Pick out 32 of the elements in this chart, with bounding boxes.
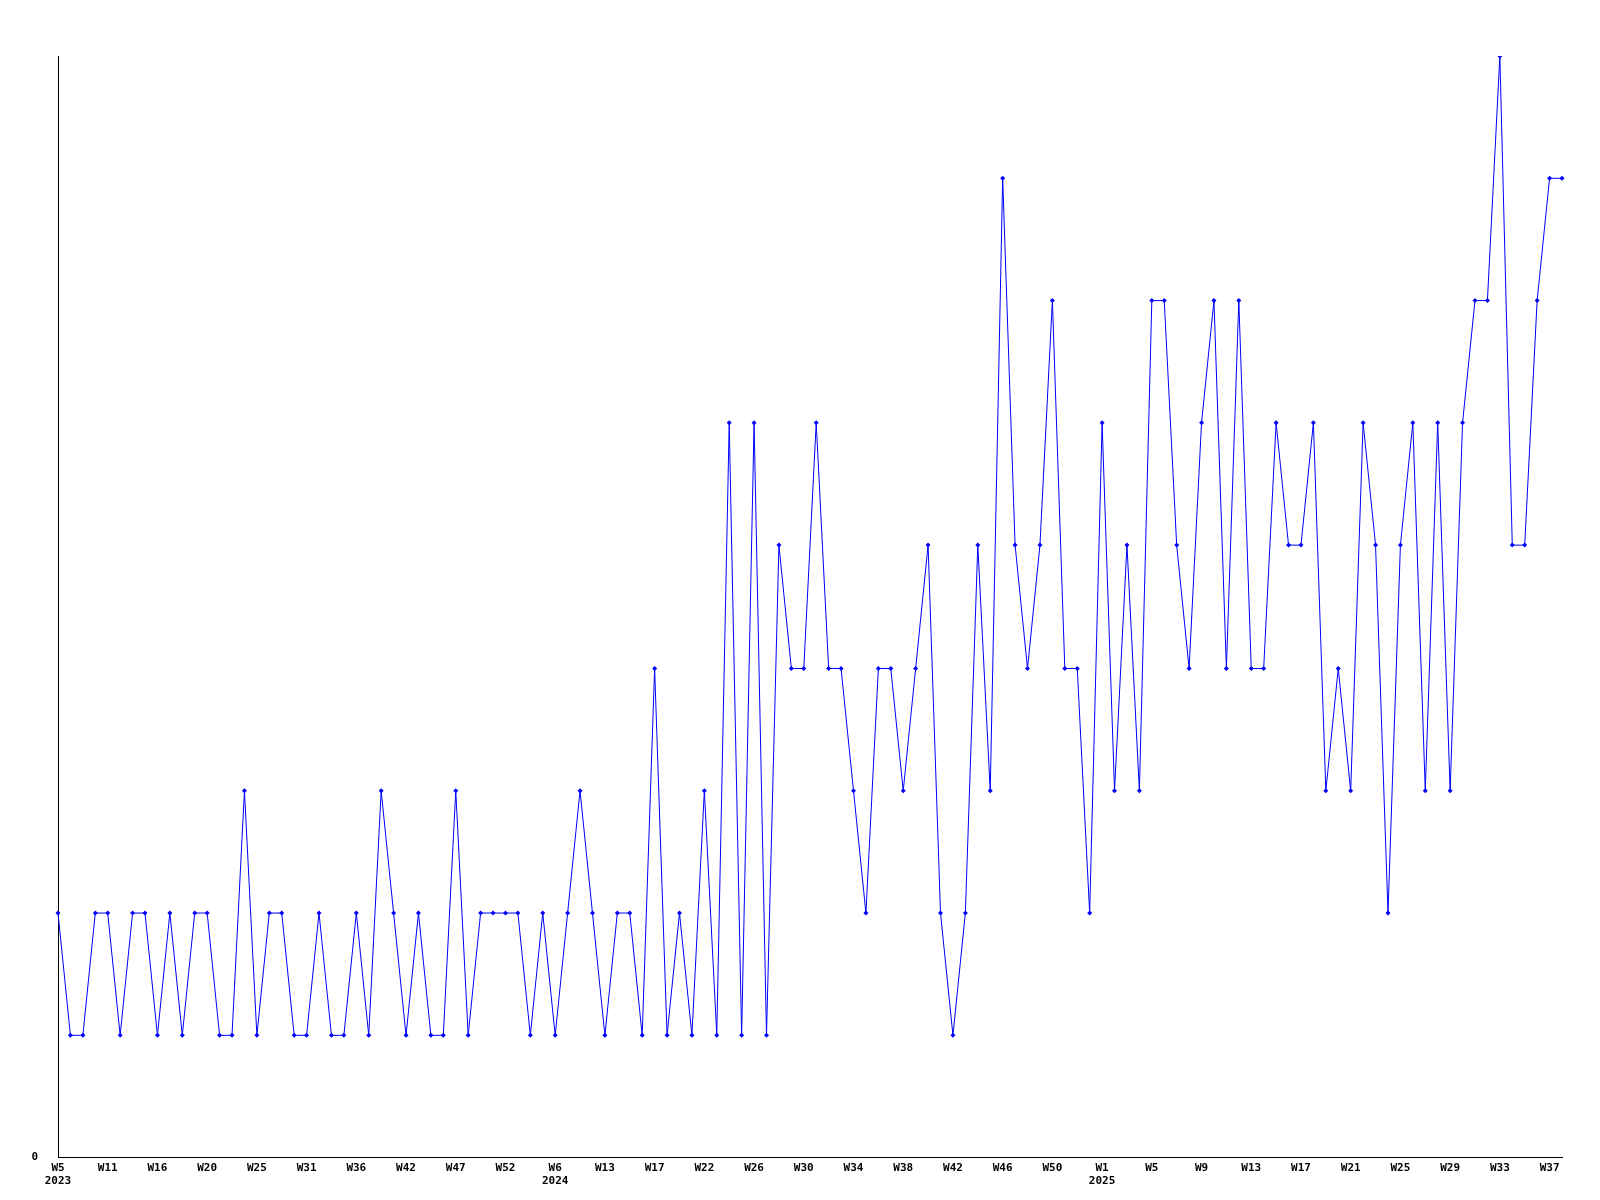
x-tick-label: W33 (1489, 1161, 1510, 1175)
text: 0 (31, 1150, 38, 1164)
x-tick-label: W21 (1340, 1161, 1361, 1175)
x-tick-label: W31 (296, 1161, 317, 1175)
x-tick-label: W25 (246, 1161, 267, 1175)
x-tick-label: W13 (594, 1161, 615, 1175)
x-tick-label: W36 (346, 1161, 367, 1175)
x-tick-label: W17 (644, 1161, 665, 1175)
x-tick-label: W5 (1145, 1161, 1159, 1175)
x-tick-label: W1 2025 (1088, 1161, 1116, 1188)
x-tick-label: W9 (1194, 1161, 1209, 1175)
x-tick-label: W50 (1042, 1161, 1063, 1175)
x-tick-label: W37 (1539, 1161, 1560, 1175)
x-tick-label: W6 2024 (541, 1161, 569, 1188)
x-tick-label: W26 (744, 1161, 765, 1175)
x-tick-label: W13 (1241, 1161, 1262, 1175)
x-tick-label: W20 (197, 1161, 218, 1175)
x-tick-label: W29 (1440, 1161, 1461, 1175)
x-tick-label: W11 (97, 1161, 119, 1175)
x-tick-label: W46 (992, 1161, 1013, 1175)
x-tick-label: W5 2023 (44, 1161, 72, 1188)
x-tick-label: W42 (396, 1161, 416, 1175)
x-tick-label: W42 (943, 1161, 963, 1175)
x-tick-label: W16 (147, 1161, 168, 1175)
x-tick-label: W25 (1390, 1161, 1411, 1175)
x-tick-label: W38 (893, 1161, 914, 1175)
x-tick-label: W30 (793, 1161, 814, 1175)
x-tick-label: W17 (1291, 1161, 1311, 1175)
x-tick-label: W52 (495, 1161, 516, 1175)
x-tick-label: W34 (843, 1161, 864, 1175)
x-tick-label: W22 (694, 1161, 715, 1175)
x-tick-label: W47 (445, 1161, 466, 1175)
